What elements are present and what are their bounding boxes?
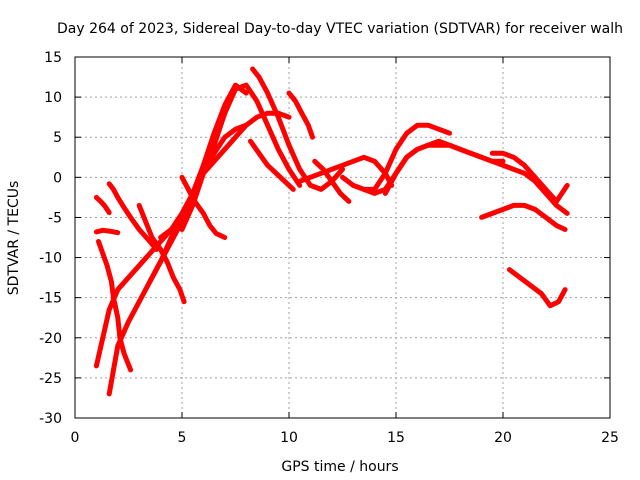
x-tick-label: 10 [280, 430, 298, 446]
y-tick-label: 15 [44, 50, 62, 66]
y-tick-label: 5 [53, 130, 62, 146]
series-arc-16 [312, 158, 352, 204]
data-points [93, 66, 570, 397]
y-tick-label: -5 [48, 210, 62, 226]
series-arc-19 [382, 138, 570, 216]
y-tick-label: -30 [39, 411, 62, 427]
series-arc-15 [297, 154, 395, 188]
x-tick-label: 15 [387, 430, 405, 446]
series-arc-2 [93, 227, 121, 236]
series-arc-8 [147, 110, 292, 285]
grid [75, 57, 610, 418]
series-arc-6 [106, 181, 159, 252]
x-tick-label: 5 [178, 430, 187, 446]
series-arc-22 [506, 267, 568, 309]
x-tick-label: 25 [601, 430, 619, 446]
y-tick-label: 10 [44, 90, 62, 106]
series-arc-10 [179, 82, 303, 232]
y-tick-label: -15 [39, 291, 62, 307]
x-tick-label: 20 [494, 430, 512, 446]
series-arc-17 [340, 122, 452, 192]
y-tick-label: -20 [39, 331, 62, 347]
y-tick-label: -25 [39, 371, 62, 387]
series-arc-5 [106, 122, 249, 397]
series-arc-1 [93, 194, 112, 216]
chart-title: Day 264 of 2023, Sidereal Day-to-day VTE… [57, 21, 623, 37]
series-arc-14 [286, 90, 315, 140]
series-arc-13 [248, 138, 296, 192]
series-arc-12 [250, 66, 345, 192]
y-tick-label: -10 [39, 251, 62, 267]
y-tick-label: 0 [53, 170, 62, 186]
series-arc-21 [479, 202, 568, 232]
x-tick-label: 0 [71, 430, 80, 446]
series-arc-11 [179, 174, 228, 240]
y-axis-label: SDTVAR / TECUs [6, 181, 22, 296]
x-axis-label: GPS time / hours [281, 459, 398, 475]
series-arc-20 [489, 150, 570, 204]
axis-ticks: 0 5 10 15 20 25 -30 -25 -20 -15 -10 -5 0 5 10 15 [39, 50, 619, 446]
plot-frame [74, 56, 611, 419]
